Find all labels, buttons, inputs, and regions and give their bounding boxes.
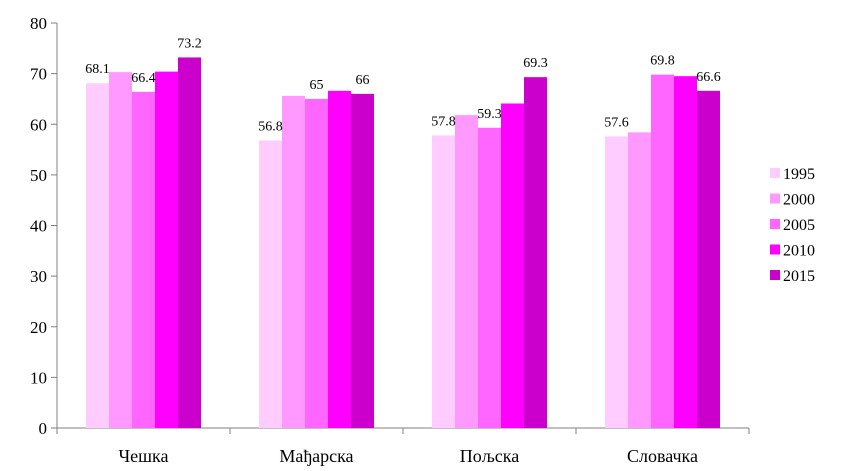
legend-swatch-2000	[770, 193, 780, 204]
legend-swatch-2010	[770, 244, 780, 255]
bar-2005	[305, 98, 328, 428]
data-label: 65	[310, 78, 324, 93]
bar-2010	[501, 103, 524, 429]
bar-2000	[109, 72, 132, 428]
x-category-label: Словачка	[627, 446, 698, 466]
data-label: 59.3	[477, 107, 502, 122]
data-label: 68.1	[85, 62, 110, 77]
data-label: 69.3	[523, 56, 548, 71]
bar-2005	[478, 127, 501, 428]
y-tick-label: 20	[30, 318, 47, 337]
data-label: 66.4	[131, 71, 156, 86]
bar-2015	[178, 57, 201, 429]
data-label: 56.8	[258, 119, 283, 134]
x-axis: Чешка Мађарска Пољска Словачка	[56, 427, 750, 466]
bar-2015	[351, 93, 374, 428]
bar-1995	[605, 136, 628, 428]
data-labels: 68.1 56.8 57.8 57.6 66.4 65 59.3 69.8 73.2 66 69.3…	[85, 36, 721, 134]
bar-2000	[455, 115, 478, 428]
bar-2000	[628, 132, 651, 428]
y-tick-label: 50	[30, 166, 47, 185]
y-tick-label: 0	[39, 419, 48, 438]
legend-swatch-2015	[770, 270, 780, 280]
data-label: 66.6	[696, 70, 721, 85]
bar-1995	[432, 135, 455, 428]
bars	[86, 57, 720, 429]
y-axis: 0 10 20 30 40 50 60 70 80	[30, 14, 58, 438]
legend: 1995 2000 2005 2010 2015	[770, 166, 815, 285]
legend-swatch-2005	[770, 219, 780, 229]
bar-1995	[86, 83, 109, 429]
y-tick-label: 60	[30, 115, 47, 134]
y-tick-label: 30	[30, 267, 47, 286]
x-category-label: Мађарска	[279, 446, 353, 466]
legend-label: 1995	[783, 166, 815, 183]
x-category-label: Пољска	[460, 446, 520, 466]
y-tick-label: 10	[30, 368, 47, 387]
y-tick-label: 80	[30, 14, 47, 33]
bar-2005	[132, 91, 155, 428]
legend-label: 2010	[783, 243, 815, 260]
data-label: 66	[356, 73, 370, 88]
data-label: 57.6	[604, 115, 629, 130]
bar-2010	[674, 76, 697, 428]
x-category-label: Чешка	[118, 446, 168, 466]
legend-swatch-1995	[770, 168, 780, 178]
data-label: 69.8	[650, 54, 675, 69]
bar-2000	[282, 95, 305, 429]
bar-1995	[259, 140, 282, 428]
bar-2015	[524, 77, 547, 428]
bar-2010	[328, 90, 351, 429]
data-label: 57.8	[431, 114, 456, 129]
bar-2005	[651, 74, 674, 428]
y-tick-label: 40	[30, 217, 47, 236]
bar-2010	[155, 71, 178, 428]
data-label: 73.2	[177, 36, 202, 51]
y-tick-label: 70	[30, 65, 47, 84]
legend-label: 2000	[783, 192, 815, 209]
legend-label: 2015	[783, 268, 815, 285]
bar-2015	[697, 90, 720, 429]
legend-label: 2005	[783, 217, 815, 234]
